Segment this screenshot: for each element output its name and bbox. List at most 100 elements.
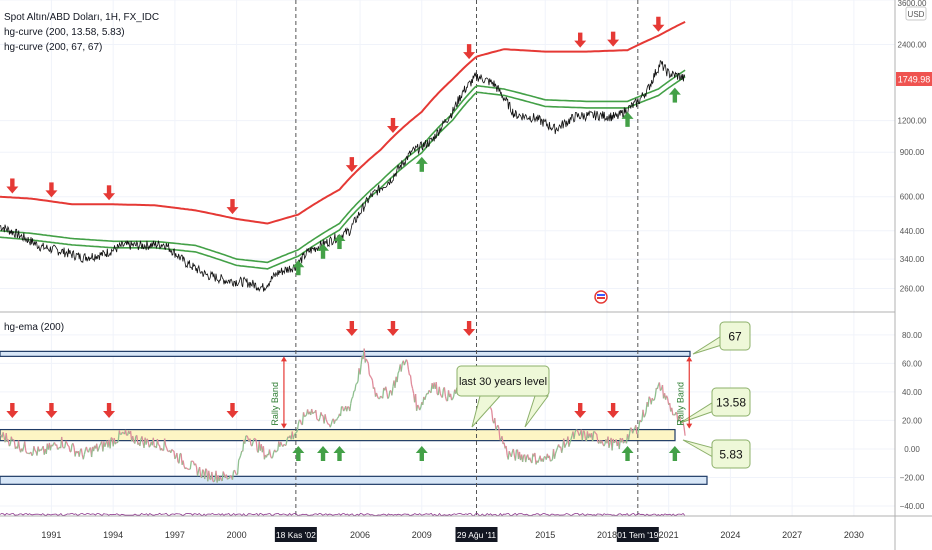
indicator-segment xyxy=(549,459,552,462)
time-tick-label: 2000 xyxy=(227,530,247,540)
indicator-segment xyxy=(13,441,17,449)
indicator-segment xyxy=(542,456,545,462)
callout-last30: last 30 years level xyxy=(456,365,550,428)
indicator-segment xyxy=(675,411,678,415)
indicator-segment xyxy=(637,427,640,435)
indicator-segment xyxy=(400,363,403,372)
legend-symbol[interactable]: Spot Altın/ABD Doları, 1H, FX_IDC xyxy=(4,12,159,23)
indicator-tick-label: 60.00 xyxy=(902,359,923,368)
indicator-segment xyxy=(683,427,686,436)
indicator-segment xyxy=(424,395,427,400)
callout-box xyxy=(711,439,751,469)
arrow-shaft xyxy=(578,403,583,412)
indicator-segment xyxy=(200,469,204,478)
indicator-tick-label: 80.00 xyxy=(902,331,923,340)
buy-arrow-up xyxy=(668,446,681,461)
legend-study2[interactable]: hg-curve (200, 67, 67) xyxy=(4,42,102,53)
indicator-segment xyxy=(24,441,27,451)
indicator-segment xyxy=(97,448,100,452)
indicator-segment xyxy=(564,444,567,448)
indicator-segment xyxy=(7,439,10,447)
indicator-segment xyxy=(574,429,577,433)
indicator-segment xyxy=(573,431,576,440)
indicator-segment xyxy=(304,414,308,417)
arrow-shaft xyxy=(106,403,112,412)
sell-arrow-down xyxy=(226,199,239,215)
indicator-segment xyxy=(27,452,30,455)
indicator-segment xyxy=(521,455,525,463)
indicator-segment xyxy=(233,469,237,474)
time-tick-label: 1991 xyxy=(41,530,61,540)
indicator-segment xyxy=(68,445,71,452)
rally-band-right: Rally Band xyxy=(675,356,693,429)
indicator-segment xyxy=(268,449,272,457)
indicator-segment xyxy=(185,467,188,470)
indicator-segment xyxy=(355,382,358,385)
indicator-segment xyxy=(672,413,675,416)
time-tick-label: 2006 xyxy=(350,530,370,540)
arrow-shaft xyxy=(230,403,235,412)
indicator-segment xyxy=(678,415,681,419)
indicator-segment xyxy=(80,448,83,456)
indicator-segment xyxy=(375,392,379,397)
indicator-segment xyxy=(644,411,647,416)
flag-icon[interactable] xyxy=(594,290,608,304)
rally-head xyxy=(280,356,287,362)
indicator-segment xyxy=(271,456,274,459)
indicator-segment xyxy=(271,452,275,458)
arrow-shaft xyxy=(578,32,583,42)
indicator-segment xyxy=(367,363,370,375)
indicator-segment xyxy=(312,411,315,415)
indicator-segment xyxy=(346,406,349,412)
indicator-segment xyxy=(152,437,155,448)
time-axis[interactable]: 1991 1994 1997 2000 2006 2009 2015 2018 2021 2024… xyxy=(41,527,864,542)
indicator-segment xyxy=(435,382,438,394)
annotations: 67 13.58 5.83 last 30 years level Rally Band… xyxy=(270,321,751,469)
indicator-segment xyxy=(510,451,513,458)
arrow-head xyxy=(345,165,358,173)
time-highlight-badge xyxy=(455,527,498,542)
indicator-segment xyxy=(347,406,349,408)
callout-583: 5.83 xyxy=(682,439,751,469)
indicator-segment xyxy=(349,403,352,412)
indicator-segment xyxy=(382,387,385,399)
indicator-segment xyxy=(642,409,645,418)
indicator-segment xyxy=(501,436,504,445)
arrow-head xyxy=(621,111,634,119)
indicator-segment xyxy=(565,442,568,445)
time-tick-label: 1994 xyxy=(103,530,123,540)
arrow-head xyxy=(415,446,428,453)
arrow-shaft xyxy=(49,403,54,412)
indicator-segment xyxy=(262,446,266,460)
indicator-segment xyxy=(251,441,254,447)
indicator-segment xyxy=(640,420,643,423)
indicator-segment xyxy=(647,396,650,407)
buy-arrow-up xyxy=(333,234,346,250)
indicator-segment xyxy=(648,396,651,399)
last-price-label: 1749.98 xyxy=(898,75,931,85)
indicator-segment xyxy=(221,471,224,481)
indicator-segment xyxy=(134,436,137,444)
legend-panel2[interactable]: hg-ema (200) xyxy=(4,322,64,333)
indicator-segment xyxy=(335,418,338,421)
indicator-segment xyxy=(318,417,321,422)
indicator-segment xyxy=(441,389,445,398)
indicator-segment xyxy=(198,467,202,476)
indicator-segment xyxy=(55,444,59,450)
indicator-segment xyxy=(336,416,340,419)
price-axis[interactable]: 2400.00 1200.00 900.00 600.00 440.00 340.00 26… xyxy=(898,0,927,294)
band-67 xyxy=(0,350,691,357)
indicator-segment xyxy=(666,398,670,405)
arrow-head xyxy=(607,39,620,47)
indicator-axis[interactable]: 80.00 60.00 40.00 20.00 0.00 −20.00 −40.00 xyxy=(900,331,925,511)
arrow-head xyxy=(6,411,19,418)
indicator-segment xyxy=(219,476,222,480)
indicator-segment xyxy=(351,396,354,399)
indicator-segment xyxy=(388,390,391,397)
indicator-segment xyxy=(601,440,604,444)
indicator-segment xyxy=(555,447,559,451)
indicator-segment xyxy=(596,433,599,442)
indicator-segment xyxy=(40,448,43,451)
buy-arrow-up xyxy=(621,111,634,127)
legend-study1[interactable]: hg-curve (200, 13.58, 5.83) xyxy=(4,27,125,38)
